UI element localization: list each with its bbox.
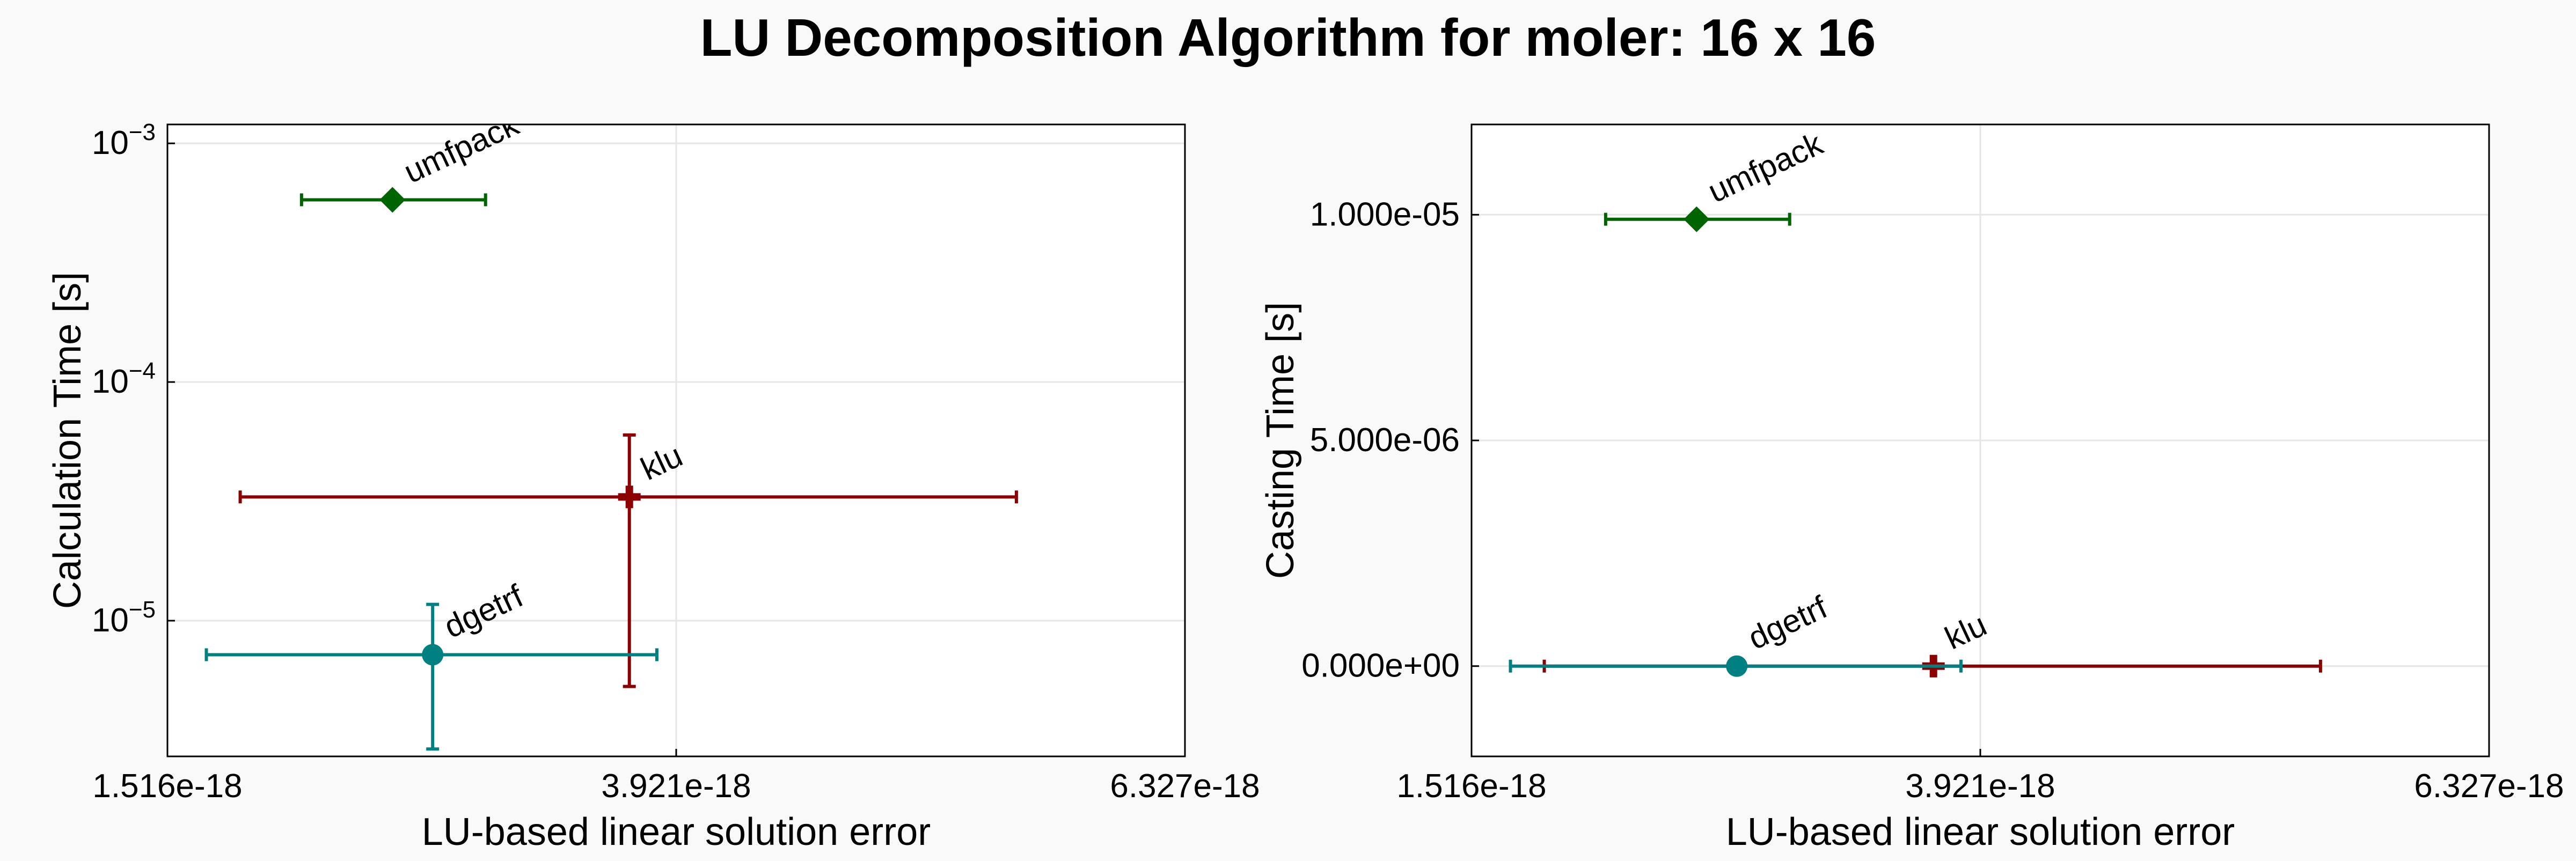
x-tick-label: 6.327e-18: [2414, 768, 2564, 805]
y-tick-label: 5.000e-06: [1310, 422, 1460, 459]
chart-panel-2: 1.516e-18 3.921e-18 6.327e-18 1.000e-05 5.00…: [1259, 123, 2564, 853]
y-tick-label: 10−3: [92, 119, 156, 161]
x-tick-label: 6.327e-18: [1110, 768, 1260, 805]
x-tick-label: 1.516e-18: [1396, 768, 1546, 805]
point-marker: [1726, 655, 1748, 677]
x-axis-label: LU-based linear solution error: [1726, 811, 2235, 853]
x-tick-label: 3.921e-18: [601, 768, 751, 805]
x-tick-label: 1.516e-18: [92, 768, 242, 805]
point-marker: [422, 644, 444, 666]
y-tick-label: 0.000e+00: [1301, 647, 1460, 685]
point-marker: [625, 485, 633, 509]
chart-panel-1: 1.516e-18 3.921e-18 6.327e-18 10−3 10−4 10−5 L…: [46, 119, 1260, 853]
y-tick-label: 10−5: [92, 597, 156, 639]
point-marker: [379, 187, 406, 213]
y-tick-label: 10−4: [92, 358, 156, 400]
y-axis-label: Casting Time [s]: [1259, 302, 1302, 579]
y-axis-label: Calculation Time [s]: [46, 272, 89, 609]
plot-frame: [166, 123, 1186, 757]
y-tick-label: 1.000e-05: [1310, 196, 1460, 233]
x-tick-label: 3.921e-18: [1905, 768, 2055, 805]
point-marker: [1684, 206, 1710, 232]
x-axis-label: LU-based linear solution error: [422, 811, 931, 853]
chart-panels: 1.516e-18 3.921e-18 6.327e-18 10−3 10−4 10−5 L…: [46, 119, 2564, 853]
chart-title: LU Decomposition Algorithm for moler: 16…: [700, 8, 1876, 67]
plot-frame: [1470, 123, 2490, 757]
